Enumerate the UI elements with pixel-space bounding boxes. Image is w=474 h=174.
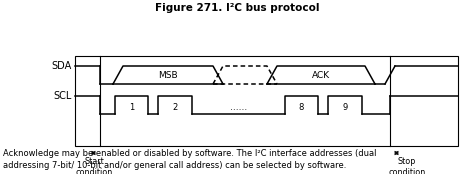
Text: Acknowledge may be enabled or disabled by software. The I²C interface addresses : Acknowledge may be enabled or disabled b… [3,149,376,170]
Text: 9: 9 [342,103,347,112]
Text: Stop
condition: Stop condition [388,157,426,174]
Text: 1: 1 [129,103,134,112]
Text: Figure 271. I²C bus protocol: Figure 271. I²C bus protocol [155,3,319,13]
Polygon shape [113,66,223,84]
Text: SDA: SDA [52,61,72,71]
Text: Start
condition: Start condition [75,157,113,174]
Text: 2: 2 [173,103,178,112]
Text: ACK: ACK [312,70,330,80]
Polygon shape [213,66,277,84]
Text: ......: ...... [230,103,247,112]
Text: 8: 8 [299,103,304,112]
Polygon shape [267,66,375,84]
Text: MSB: MSB [158,70,178,80]
Bar [75,56,458,146]
Text: SCL: SCL [54,91,72,101]
